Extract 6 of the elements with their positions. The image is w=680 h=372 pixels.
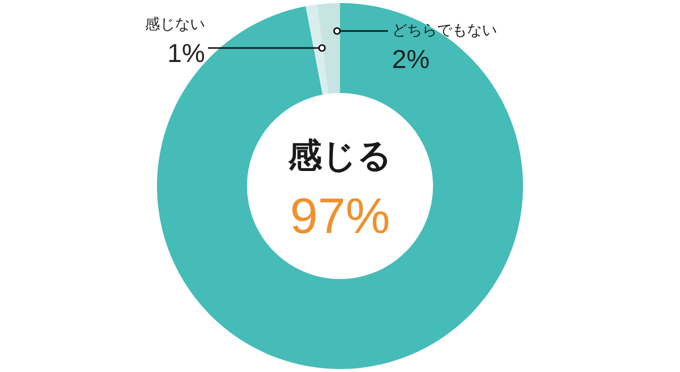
slice-label: 感じる: [287, 136, 392, 176]
data-label: 2%: [392, 44, 430, 74]
slice-label: どちらでもない: [392, 21, 497, 39]
data-label: 1%: [167, 38, 205, 68]
data-label: 97%: [290, 188, 390, 244]
slice-label: 感じない: [145, 15, 205, 33]
